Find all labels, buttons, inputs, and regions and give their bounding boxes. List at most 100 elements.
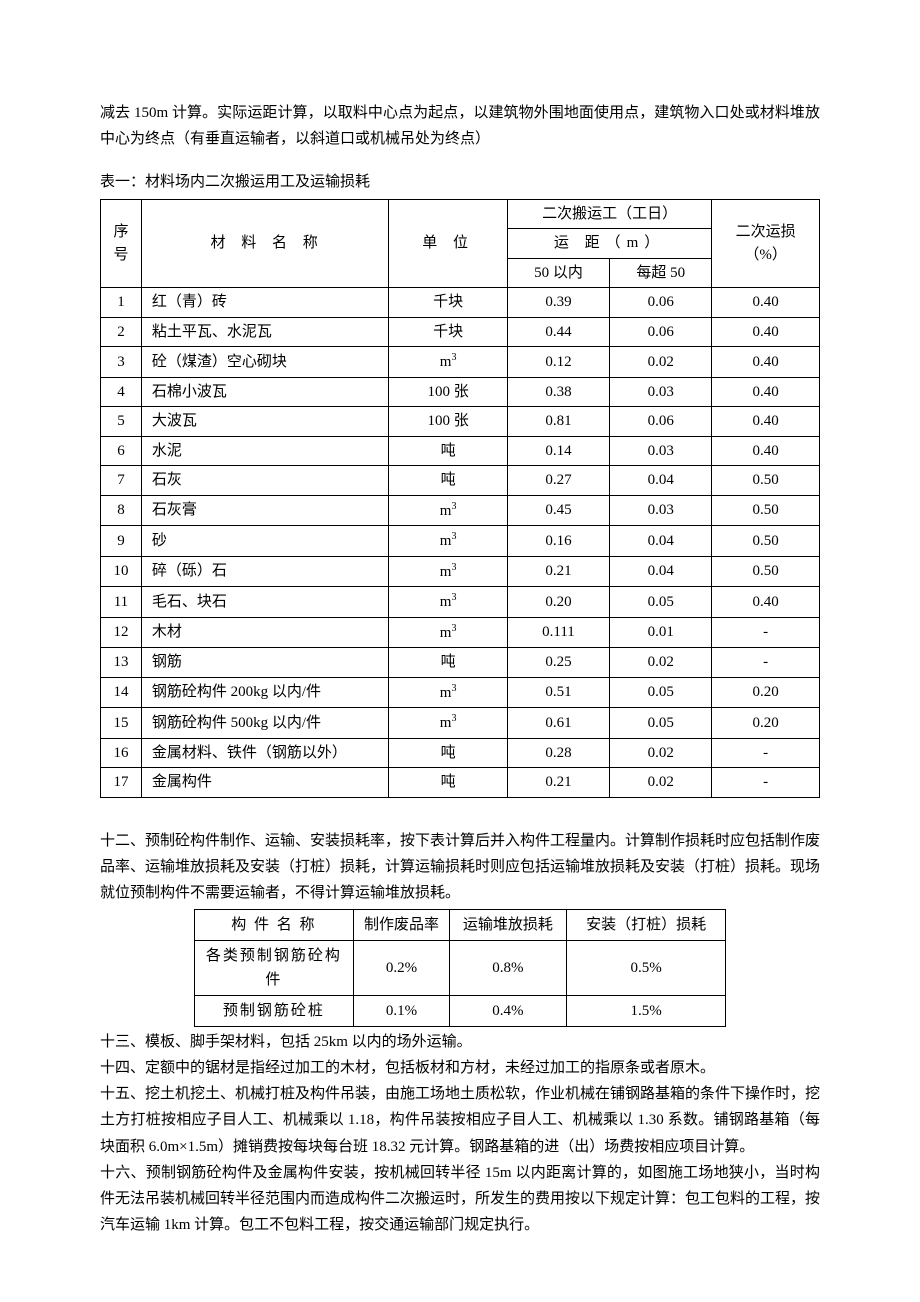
cell-loss: 0.40 [712, 436, 820, 466]
cell-v2: 0.01 [610, 617, 712, 648]
cell-loss: - [712, 648, 820, 678]
cell-a: 0.1% [354, 995, 450, 1026]
cell-b: 0.4% [449, 995, 566, 1026]
cell-loss: 0.50 [712, 556, 820, 587]
cell-unit: m3 [389, 708, 507, 739]
cell-v1: 0.51 [507, 677, 609, 708]
table-row: 5大波瓦100 张0.810.060.40 [101, 407, 820, 437]
table-row: 12木材m30.1110.01- [101, 617, 820, 648]
cell-v2: 0.02 [610, 648, 712, 678]
cell-v2: 0.05 [610, 677, 712, 708]
cell-seq: 10 [101, 556, 142, 587]
cell-v2: 0.06 [610, 317, 712, 347]
cell-name: 粘土平瓦、水泥瓦 [141, 317, 389, 347]
cell-v1: 0.14 [507, 436, 609, 466]
cell-v2: 0.04 [610, 526, 712, 557]
cell-loss: 0.50 [712, 526, 820, 557]
cell-unit: m3 [389, 677, 507, 708]
cell-name: 石棉小波瓦 [141, 377, 389, 407]
cell-v1: 0.25 [507, 648, 609, 678]
intro-paragraph: 减去 150m 计算。实际运距计算，以取料中心点为起点，以建筑物外围地面使用点，… [100, 100, 820, 153]
cell-unit: 吨 [389, 738, 507, 768]
cell-name: 钢筋砼构件 200kg 以内/件 [141, 677, 389, 708]
cell-unit: m3 [389, 526, 507, 557]
cell-v1: 0.111 [507, 617, 609, 648]
cell-name: 红（青）砖 [141, 288, 389, 318]
th2-a: 制作废品率 [354, 909, 450, 940]
cell-seq: 3 [101, 347, 142, 378]
cell-v2: 0.02 [610, 738, 712, 768]
cell-loss: 0.40 [712, 587, 820, 618]
cell-v1: 0.38 [507, 377, 609, 407]
table-row: 2粘土平瓦、水泥瓦千块0.440.060.40 [101, 317, 820, 347]
cell-seq: 5 [101, 407, 142, 437]
cell-name: 预制钢筋砼桩 [194, 995, 354, 1026]
cell-unit: m3 [389, 587, 507, 618]
th-seq: 序号 [101, 199, 142, 288]
table-row: 4石棉小波瓦100 张0.380.030.40 [101, 377, 820, 407]
cell-unit: m3 [389, 495, 507, 526]
th-dist-b: 每超 50 [610, 258, 712, 288]
table-row: 8石灰膏m30.450.030.50 [101, 495, 820, 526]
cell-name: 砼（煤渣）空心砌块 [141, 347, 389, 378]
cell-loss: - [712, 617, 820, 648]
cell-v2: 0.03 [610, 436, 712, 466]
table-row: 6水泥吨0.140.030.40 [101, 436, 820, 466]
cell-v1: 0.61 [507, 708, 609, 739]
th-name: 材 料 名 称 [141, 199, 389, 288]
cell-name: 木材 [141, 617, 389, 648]
table-row: 13钢筋吨0.250.02- [101, 648, 820, 678]
cell-a: 0.2% [354, 940, 450, 995]
cell-v1: 0.44 [507, 317, 609, 347]
cell-v1: 0.27 [507, 466, 609, 496]
paragraph-12: 十二、预制砼构件制作、运输、安装损耗率，按下表计算后并入构件工程量内。计算制作损… [100, 828, 820, 907]
cell-v2: 0.06 [610, 407, 712, 437]
cell-c: 0.5% [566, 940, 726, 995]
cell-c: 1.5% [566, 995, 726, 1026]
cell-loss: 0.40 [712, 407, 820, 437]
cell-v1: 0.21 [507, 556, 609, 587]
cell-seq: 15 [101, 708, 142, 739]
cell-v2: 0.05 [610, 587, 712, 618]
cell-v2: 0.02 [610, 347, 712, 378]
cell-v1: 0.12 [507, 347, 609, 378]
cell-name: 金属构件 [141, 768, 389, 798]
cell-unit: 千块 [389, 317, 507, 347]
table-row: 14钢筋砼构件 200kg 以内/件m30.510.050.20 [101, 677, 820, 708]
cell-v1: 0.16 [507, 526, 609, 557]
cell-name: 大波瓦 [141, 407, 389, 437]
cell-v2: 0.05 [610, 708, 712, 739]
cell-unit: 100 张 [389, 407, 507, 437]
th2-c: 安装（打桩）损耗 [566, 909, 726, 940]
cell-unit: 吨 [389, 436, 507, 466]
cell-loss: - [712, 768, 820, 798]
cell-v2: 0.03 [610, 377, 712, 407]
table-row: 11毛石、块石m30.200.050.40 [101, 587, 820, 618]
cell-loss: 0.20 [712, 677, 820, 708]
cell-loss: 0.40 [712, 377, 820, 407]
cell-v1: 0.21 [507, 768, 609, 798]
cell-v2: 0.03 [610, 495, 712, 526]
cell-seq: 12 [101, 617, 142, 648]
cell-unit: m3 [389, 556, 507, 587]
cell-seq: 16 [101, 738, 142, 768]
cell-seq: 4 [101, 377, 142, 407]
table-row: 各类预制钢筋砼构件0.2%0.8%0.5% [194, 940, 726, 995]
cell-name: 毛石、块石 [141, 587, 389, 618]
cell-name: 钢筋砼构件 500kg 以内/件 [141, 708, 389, 739]
cell-unit: m3 [389, 347, 507, 378]
table-row: 7石灰吨0.270.040.50 [101, 466, 820, 496]
th-labor-group: 二次搬运工（工日） [507, 199, 712, 229]
cell-loss: 0.40 [712, 288, 820, 318]
material-transport-table: 序号 材 料 名 称 单 位 二次搬运工（工日） 二次运损（%） 运 距（m） … [100, 199, 820, 798]
cell-loss: 0.50 [712, 466, 820, 496]
th2-b: 运输堆放损耗 [449, 909, 566, 940]
paragraph-13: 十三、模板、脚手架材料，包括 25km 以内的场外运输。 [100, 1029, 820, 1055]
cell-seq: 17 [101, 768, 142, 798]
cell-seq: 7 [101, 466, 142, 496]
cell-v2: 0.02 [610, 768, 712, 798]
cell-v1: 0.39 [507, 288, 609, 318]
cell-loss: 0.20 [712, 708, 820, 739]
cell-v1: 0.45 [507, 495, 609, 526]
cell-seq: 8 [101, 495, 142, 526]
